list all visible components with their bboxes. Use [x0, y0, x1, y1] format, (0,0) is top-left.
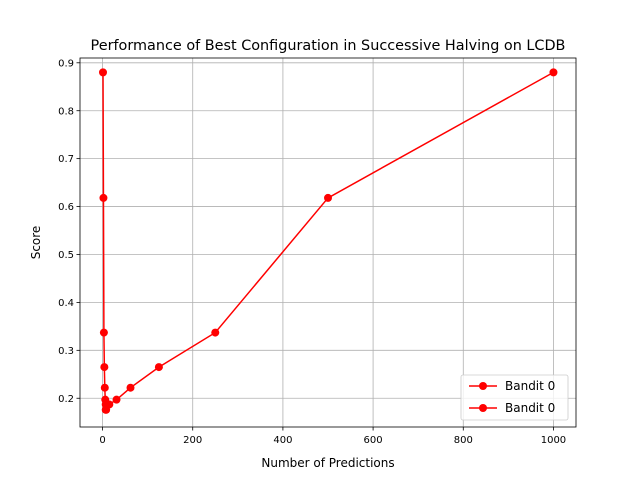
y-tick-label: 0.9	[58, 58, 74, 69]
data-point	[112, 395, 121, 404]
data-point	[126, 383, 135, 392]
x-tick-label: 400	[273, 435, 292, 446]
data-point	[100, 383, 109, 392]
y-tick-label: 0.3	[58, 346, 74, 357]
data-point	[211, 328, 220, 337]
legend: Bandit 0 Bandit 0	[460, 374, 569, 421]
series-2	[101, 68, 558, 414]
x-tick-label: 800	[454, 435, 473, 446]
y-axis-ticks: 0.2 0.3 0.4 0.5 0.6 0.7 0.8 0.9	[58, 58, 80, 405]
legend-marker	[479, 382, 487, 390]
legend-label: Bandit 0	[505, 401, 555, 415]
y-tick-label: 0.4	[58, 298, 74, 309]
data-point	[549, 68, 558, 77]
legend-label: Bandit 0	[505, 379, 555, 393]
data-point	[99, 193, 108, 202]
series-layer	[98, 68, 558, 414]
data-point	[324, 193, 332, 202]
chart-title: Performance of Best Configuration in Suc…	[91, 38, 566, 54]
data-point	[98, 68, 107, 77]
y-tick-label: 0.5	[58, 250, 74, 261]
y-tick-label: 0.8	[58, 106, 74, 117]
data-point	[100, 363, 109, 372]
plot-frame	[79, 57, 577, 428]
x-tick-label: 600	[364, 435, 383, 446]
x-tick-label: 200	[183, 435, 202, 446]
data-point	[99, 328, 108, 337]
grid-lines	[80, 58, 576, 427]
x-axis-label: Number of Predictions	[261, 456, 394, 470]
x-tick-label: 1000	[541, 435, 566, 446]
x-axis-ticks: 0 200 400 600 800 1000	[99, 427, 566, 446]
y-axis-label: Score	[29, 226, 43, 260]
legend-marker	[479, 404, 487, 412]
data-point	[154, 363, 163, 372]
y-tick-label: 0.7	[58, 154, 74, 165]
x-tick-label: 0	[99, 435, 105, 446]
data-point	[101, 405, 110, 414]
y-tick-label: 0.6	[58, 202, 74, 213]
y-tick-label: 0.2	[58, 394, 74, 405]
